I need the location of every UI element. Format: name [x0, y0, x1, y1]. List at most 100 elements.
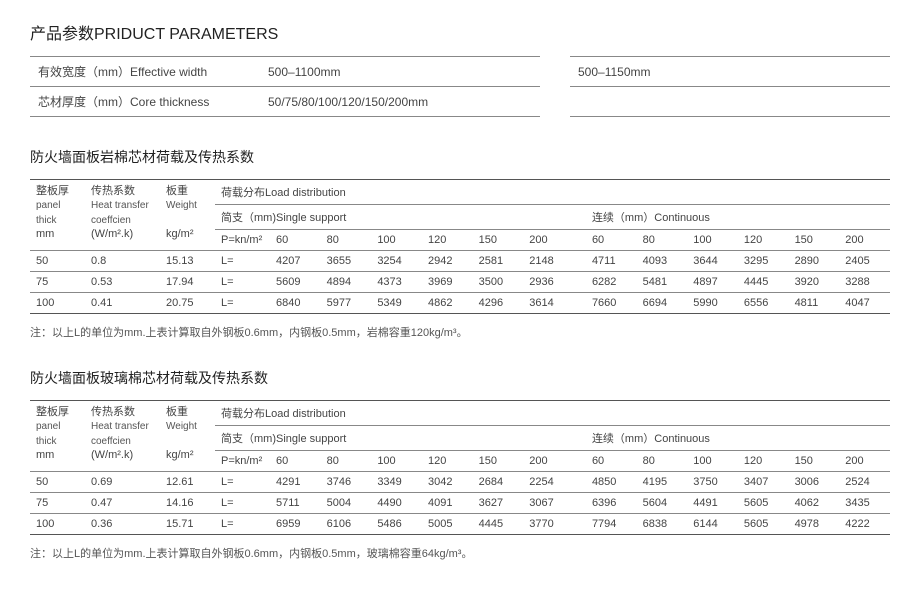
cell-single: 4091	[422, 493, 473, 514]
col-header: 200	[839, 230, 890, 251]
cell-coeff: 0.53	[85, 272, 160, 293]
cell-thickness: 50	[30, 472, 85, 493]
col-header: 80	[637, 451, 688, 472]
cell-single: 5977	[321, 293, 372, 314]
cell-l-label: L=	[215, 251, 270, 272]
cell-coeff: 0.36	[85, 514, 160, 535]
cell-weight: 14.16	[160, 493, 215, 514]
col-header: 60	[586, 451, 637, 472]
col-header: 120	[738, 230, 789, 251]
cell-weight: 12.61	[160, 472, 215, 493]
col-header: 150	[789, 451, 840, 472]
cell-single: 2684	[473, 472, 524, 493]
param-value-2	[570, 87, 890, 117]
col-heat-transfer: 传热系数Heat transfercoeffcien(W/m².k)	[85, 401, 160, 472]
cell-single: 3614	[523, 293, 574, 314]
cell-continuous: 7794	[586, 514, 637, 535]
cell-continuous: 5481	[637, 272, 688, 293]
cell-single: 3067	[523, 493, 574, 514]
col-header: 200	[523, 230, 574, 251]
cell-single: 5609	[270, 272, 321, 293]
cell-single: 3746	[321, 472, 372, 493]
cell-single: 5004	[321, 493, 372, 514]
cell-single: 6106	[321, 514, 372, 535]
cell-coeff: 0.47	[85, 493, 160, 514]
cell-single: 5711	[270, 493, 321, 514]
cell-continuous: 4445	[738, 272, 789, 293]
col-header: 200	[839, 451, 890, 472]
cell-single: 3655	[321, 251, 372, 272]
cell-single: 2148	[523, 251, 574, 272]
col-panel-thick: 整板厚panelthickmm	[30, 180, 85, 251]
page-title: 产品参数PRIDUCT PARAMETERS	[30, 20, 890, 44]
cell-single: 3042	[422, 472, 473, 493]
col-header: 80	[321, 230, 372, 251]
col-weight: 板重Weightkg/m²	[160, 180, 215, 251]
cell-continuous: 7660	[586, 293, 637, 314]
single-support-header: 简支（mm)Single support	[215, 205, 574, 230]
cell-continuous: 5604	[637, 493, 688, 514]
cell-weight: 15.13	[160, 251, 215, 272]
cell-thickness: 100	[30, 514, 85, 535]
col-weight: 板重Weightkg/m²	[160, 401, 215, 472]
section-note: 注：以上L的单位为mm.上表计算取自外钢板0.6mm，内钢板0.5mm，岩棉容重…	[30, 324, 890, 340]
cell-continuous: 2524	[839, 472, 890, 493]
cell-continuous: 3407	[738, 472, 789, 493]
cell-single: 3500	[473, 272, 524, 293]
cell-single: 3254	[371, 251, 422, 272]
param-value-1: 500–1100mm	[260, 57, 540, 87]
p-label: P=kn/m²	[215, 230, 270, 251]
col-header: 120	[738, 451, 789, 472]
cell-continuous: 3288	[839, 272, 890, 293]
cell-continuous: 6838	[637, 514, 688, 535]
cell-continuous: 4093	[637, 251, 688, 272]
cell-continuous: 4978	[789, 514, 840, 535]
cell-continuous: 3295	[738, 251, 789, 272]
cell-single: 4894	[321, 272, 372, 293]
cell-continuous: 4811	[789, 293, 840, 314]
cell-continuous: 3920	[789, 272, 840, 293]
param-label: 芯材厚度（mm）Core thickness	[30, 87, 260, 117]
col-header: 120	[422, 451, 473, 472]
cell-continuous: 4222	[839, 514, 890, 535]
cell-l-label: L=	[215, 493, 270, 514]
cell-continuous: 6694	[637, 293, 688, 314]
cell-continuous: 4047	[839, 293, 890, 314]
cell-coeff: 0.8	[85, 251, 160, 272]
cell-single: 4296	[473, 293, 524, 314]
cell-l-label: L=	[215, 514, 270, 535]
continuous-header: 连续（mm）Continuous	[586, 205, 890, 230]
col-header: 120	[422, 230, 473, 251]
col-header: 100	[687, 451, 738, 472]
cell-continuous: 4491	[687, 493, 738, 514]
cell-continuous: 2890	[789, 251, 840, 272]
data-table: 整板厚panelthickmm传热系数Heat transfercoeffcie…	[30, 180, 890, 313]
cell-l-label: L=	[215, 293, 270, 314]
continuous-header: 连续（mm）Continuous	[586, 426, 890, 451]
cell-continuous: 2405	[839, 251, 890, 272]
col-header: 80	[321, 451, 372, 472]
cell-continuous: 4062	[789, 493, 840, 514]
section-title: 防火墙面板玻璃棉芯材荷载及传热系数	[30, 368, 890, 388]
cell-single: 5349	[371, 293, 422, 314]
param-label: 有效宽度（mm）Effective width	[30, 57, 260, 87]
param-value-2: 500–1150mm	[570, 57, 890, 87]
cell-single: 4490	[371, 493, 422, 514]
cell-continuous: 4897	[687, 272, 738, 293]
param-row: 芯材厚度（mm）Core thickness50/75/80/100/120/1…	[30, 87, 890, 117]
cell-continuous: 6144	[687, 514, 738, 535]
cell-continuous: 6556	[738, 293, 789, 314]
cell-single: 5486	[371, 514, 422, 535]
col-header: 80	[637, 230, 688, 251]
col-header: 60	[270, 451, 321, 472]
col-header: 150	[473, 230, 524, 251]
cell-thickness: 50	[30, 251, 85, 272]
col-header: 100	[687, 230, 738, 251]
cell-single: 6959	[270, 514, 321, 535]
col-header: 60	[270, 230, 321, 251]
cell-single: 3627	[473, 493, 524, 514]
data-table: 整板厚panelthickmm传热系数Heat transfercoeffcie…	[30, 401, 890, 534]
cell-continuous: 5990	[687, 293, 738, 314]
cell-single: 6840	[270, 293, 321, 314]
cell-coeff: 0.41	[85, 293, 160, 314]
